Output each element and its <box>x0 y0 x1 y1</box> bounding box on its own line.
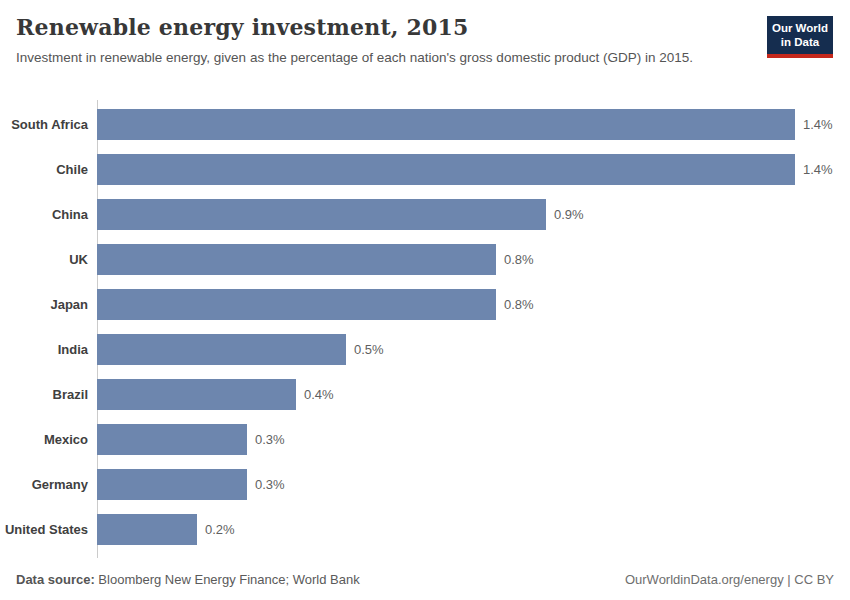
chart-row: India 0.5% <box>0 327 850 372</box>
value-label: 1.4% <box>803 162 833 177</box>
value-label: 0.4% <box>304 387 334 402</box>
chart-title: Renewable energy investment, 2015 <box>16 14 750 40</box>
country-label: United States <box>0 522 97 537</box>
country-label: UK <box>0 252 97 267</box>
country-label: China <box>0 207 97 222</box>
bar <box>97 469 247 500</box>
our-world-in-data-logo: Our World in Data <box>767 16 833 58</box>
value-label: 0.2% <box>205 522 235 537</box>
data-source: Data source: Bloomberg New Energy Financ… <box>16 572 360 587</box>
bar <box>97 109 795 140</box>
chart-row: UK 0.8% <box>0 237 850 282</box>
country-label: Chile <box>0 162 97 177</box>
bar <box>97 244 496 275</box>
chart-row: Chile 1.4% <box>0 147 850 192</box>
value-label: 0.8% <box>504 252 534 267</box>
data-source-label: Data source: <box>16 572 95 587</box>
country-label: India <box>0 342 97 357</box>
chart-row: South Africa 1.4% <box>0 102 850 147</box>
value-label: 0.8% <box>504 297 534 312</box>
value-label: 1.4% <box>803 117 833 132</box>
logo-line2: in Data <box>771 35 829 49</box>
bar-chart: South Africa 1.4% Chile 1.4% China 0.9% … <box>0 102 850 554</box>
chart-row: United States 0.2% <box>0 507 850 552</box>
chart-subtitle: Investment in renewable energy, given as… <box>16 48 721 68</box>
country-label: Mexico <box>0 432 97 447</box>
value-label: 0.5% <box>354 342 384 357</box>
country-label: South Africa <box>0 117 97 132</box>
bar <box>97 424 247 455</box>
chart-rows: South Africa 1.4% Chile 1.4% China 0.9% … <box>0 102 850 552</box>
bar <box>97 379 296 410</box>
country-label: Germany <box>0 477 97 492</box>
value-label: 0.9% <box>554 207 584 222</box>
data-source-text: Bloomberg New Energy Finance; World Bank <box>95 572 360 587</box>
chart-row: China 0.9% <box>0 192 850 237</box>
chart-row: Japan 0.8% <box>0 282 850 327</box>
bar <box>97 199 546 230</box>
value-label: 0.3% <box>255 477 285 492</box>
bar <box>97 289 496 320</box>
chart-row: Brazil 0.4% <box>0 372 850 417</box>
chart-row: Mexico 0.3% <box>0 417 850 462</box>
chart-header: Renewable energy investment, 2015 Invest… <box>16 14 750 68</box>
bar <box>97 334 346 365</box>
bar <box>97 514 197 545</box>
country-label: Japan <box>0 297 97 312</box>
country-label: Brazil <box>0 387 97 402</box>
logo-line1: Our World <box>771 21 829 35</box>
credit-line: OurWorldinData.org/energy | CC BY <box>625 572 834 587</box>
chart-footer: Data source: Bloomberg New Energy Financ… <box>16 572 834 587</box>
bar <box>97 154 795 185</box>
value-label: 0.3% <box>255 432 285 447</box>
chart-row: Germany 0.3% <box>0 462 850 507</box>
